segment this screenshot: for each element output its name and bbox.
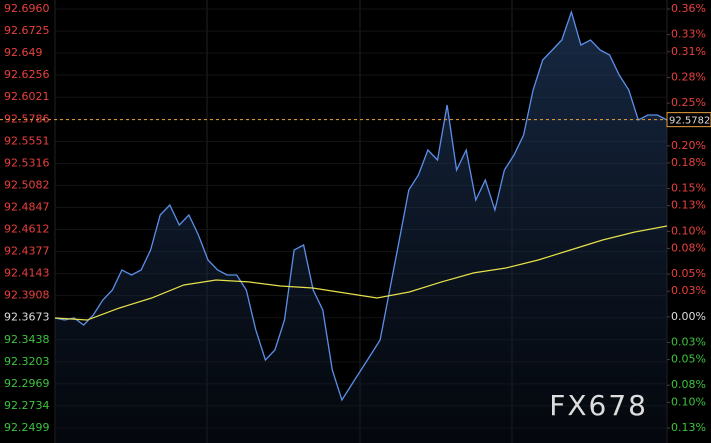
y2-tick-label: 0.28% [671, 70, 706, 83]
y2-tick-label: 0.13% [671, 199, 706, 212]
y-tick-label: 92.3203 [4, 355, 50, 368]
area [55, 12, 667, 443]
series-line [54, 9, 668, 402]
y-tick-label: 92.4847 [4, 200, 50, 213]
y-tick-label: 92.2969 [4, 377, 50, 390]
y2-tick-label: 0.05% [671, 267, 706, 280]
series-line [54, 225, 668, 321]
last-value-box [666, 112, 711, 128]
last-value-label: 92.5782 [669, 116, 710, 127]
y-tick-label: 92.5551 [4, 134, 50, 147]
y2-tick-label: 0.05% [671, 353, 706, 366]
y2-tick-label: 0.15% [671, 182, 706, 195]
y-tick-label: 92.6021 [4, 90, 50, 103]
y-tick-label: 92.3438 [4, 333, 50, 346]
y2-tick-label: 0.13% [671, 421, 706, 434]
y-tick-label: 92.4143 [4, 267, 50, 280]
y2-tick-label: 0.00% [671, 310, 706, 323]
y-tick-label: 92.4377 [4, 245, 50, 258]
y2-tick-label: 0.36% [671, 2, 706, 15]
y-tick-label: 92.3673 [4, 311, 50, 324]
y2-tick-label: 0.10% [671, 395, 706, 408]
y-tick-label: 92.5082 [4, 178, 50, 191]
y-tick-label: 92.5786 [4, 112, 50, 125]
y-tick-label: 92.6256 [4, 68, 50, 81]
y2-tick-label: 0.18% [671, 156, 706, 169]
y2-tick-label: 0.03% [671, 284, 706, 297]
y2-tick-label: 0.08% [671, 378, 706, 391]
y2-tick-label: 0.20% [671, 139, 706, 152]
watermark: FX678 [549, 389, 648, 422]
y-tick-label: 92.6725 [4, 24, 50, 37]
y-tick-label: 92.649 [4, 46, 43, 59]
y2-tick-label: 0.08% [671, 241, 706, 254]
y2-tick-label: 0.33% [671, 28, 706, 41]
y-tick-label: 92.2499 [4, 421, 50, 434]
y-tick-label: 92.6960 [4, 2, 50, 15]
y2-tick-label: 0.31% [671, 45, 706, 58]
y2-tick-label: 0.25% [671, 96, 706, 109]
y2-tick-label: 0.10% [671, 224, 706, 237]
y2-tick-label: 0.03% [671, 335, 706, 348]
y-tick-label: 92.4612 [4, 223, 50, 236]
y-tick-label: 92.3908 [4, 289, 50, 302]
y-tick-label: 92.2734 [4, 399, 50, 412]
y-tick-label: 92.5316 [4, 156, 50, 169]
